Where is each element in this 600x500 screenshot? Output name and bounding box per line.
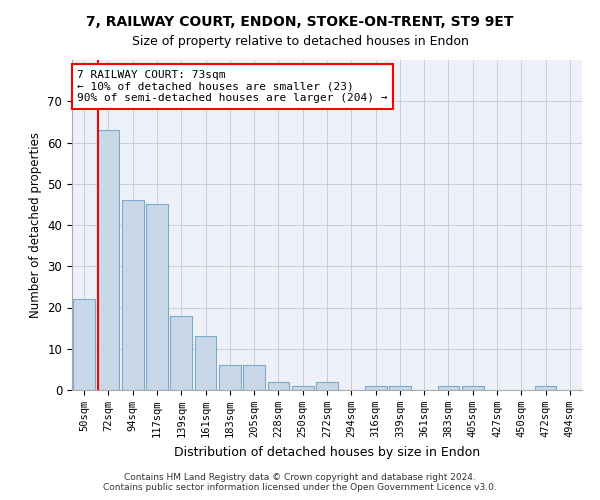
Bar [73,299,95,390]
Bar [365,386,386,390]
Text: 7, RAILWAY COURT, ENDON, STOKE-ON-TRENT, ST9 9ET: 7, RAILWAY COURT, ENDON, STOKE-ON-TRENT,… [86,15,514,29]
X-axis label: Distribution of detached houses by size in Endon: Distribution of detached houses by size … [174,446,480,458]
Text: Size of property relative to detached houses in Endon: Size of property relative to detached ho… [131,35,469,48]
Bar [462,386,484,390]
Bar [268,382,289,390]
Bar [389,386,411,390]
Text: Contains HM Land Registry data © Crown copyright and database right 2024.
Contai: Contains HM Land Registry data © Crown c… [103,472,497,492]
Text: 7 RAILWAY COURT: 73sqm
← 10% of detached houses are smaller (23)
90% of semi-det: 7 RAILWAY COURT: 73sqm ← 10% of detached… [77,70,388,103]
Bar [219,365,241,390]
Bar [292,386,314,390]
Bar [170,316,192,390]
Bar [316,382,338,390]
Bar [194,336,217,390]
Bar [146,204,168,390]
Bar [243,365,265,390]
Bar [535,386,556,390]
Bar [437,386,460,390]
Bar [97,130,119,390]
Y-axis label: Number of detached properties: Number of detached properties [29,132,42,318]
Bar [122,200,143,390]
